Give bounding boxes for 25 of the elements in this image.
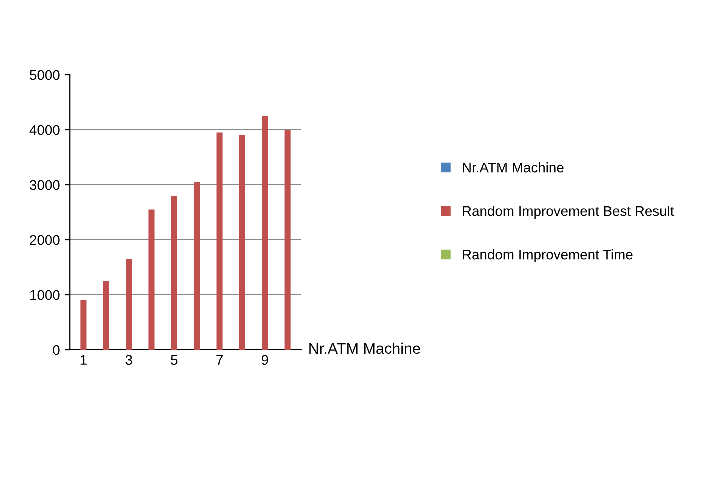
x-tick-label: 3 [126,355,132,366]
y-tick-label: 2000 [30,235,60,246]
bar [262,116,268,350]
bar [148,210,155,350]
x-tick-label: 5 [171,355,178,366]
y-tick-label: 1000 [30,290,60,300]
y-tick-label: 5000 [30,70,60,80]
y-tick-label: 4000 [30,125,60,136]
bar [80,300,87,350]
bar [171,196,178,350]
legend-label: Random Improvement Time [463,250,633,262]
legend-label: Random Improvement Best Result [463,206,674,219]
x-tick-label: 1 [80,355,87,365]
legend-label: Nr.ATM Machine [463,162,564,173]
bar [103,281,110,350]
bar [216,132,223,350]
x-tick-label: 9 [262,355,268,366]
x-axis-title: Nr.ATM Machine [310,342,420,354]
bar [239,136,246,350]
y-tick-label: 3000 [30,180,60,190]
x-tick-label: 7 [216,355,223,365]
bar [126,259,132,350]
bar [194,182,200,350]
y-tick-label: 0 [53,345,60,356]
bar [284,130,291,350]
